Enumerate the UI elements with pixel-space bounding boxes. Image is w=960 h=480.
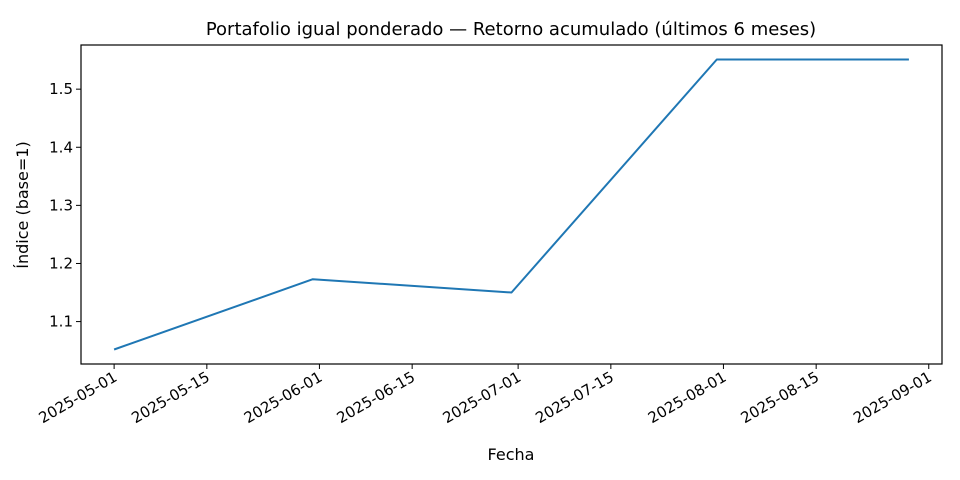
chart-title: Portafolio igual ponderado — Retorno acu… — [206, 19, 816, 40]
y-tick-label: 1.3 — [49, 196, 73, 214]
plot-area-frame — [80, 44, 943, 365]
x-tick-label: 2025-05-15 — [128, 368, 213, 427]
x-tick-label: 2025-05-01 — [36, 368, 121, 427]
x-tick-label: 2025-08-15 — [738, 368, 823, 427]
x-axis-label: Fecha — [488, 445, 535, 464]
y-tick-label: 1.5 — [49, 80, 73, 98]
x-tick-label: 2025-07-15 — [532, 368, 617, 427]
x-tick-label: 2025-07-01 — [440, 368, 525, 427]
x-tick-label: 2025-06-01 — [241, 368, 326, 427]
x-axis: 2025-05-01 2025-05-15 2025-06-01 2025-06-15… — [36, 364, 935, 427]
x-tick-label: 2025-06-15 — [334, 368, 419, 427]
y-axis: 1.1 1.2 1.3 1.4 1.5 — [49, 80, 81, 331]
series-group — [113, 58, 909, 351]
x-tick-label: 2025-08-01 — [645, 368, 730, 427]
x-tick-label: 2025-09-01 — [850, 368, 935, 427]
y-axis-label: Índice (base=1) — [13, 141, 32, 268]
y-tick-label: 1.4 — [49, 138, 73, 156]
y-tick-label: 1.2 — [49, 254, 73, 272]
series-line-0 — [113, 58, 909, 351]
y-tick-label: 1.1 — [49, 313, 73, 331]
